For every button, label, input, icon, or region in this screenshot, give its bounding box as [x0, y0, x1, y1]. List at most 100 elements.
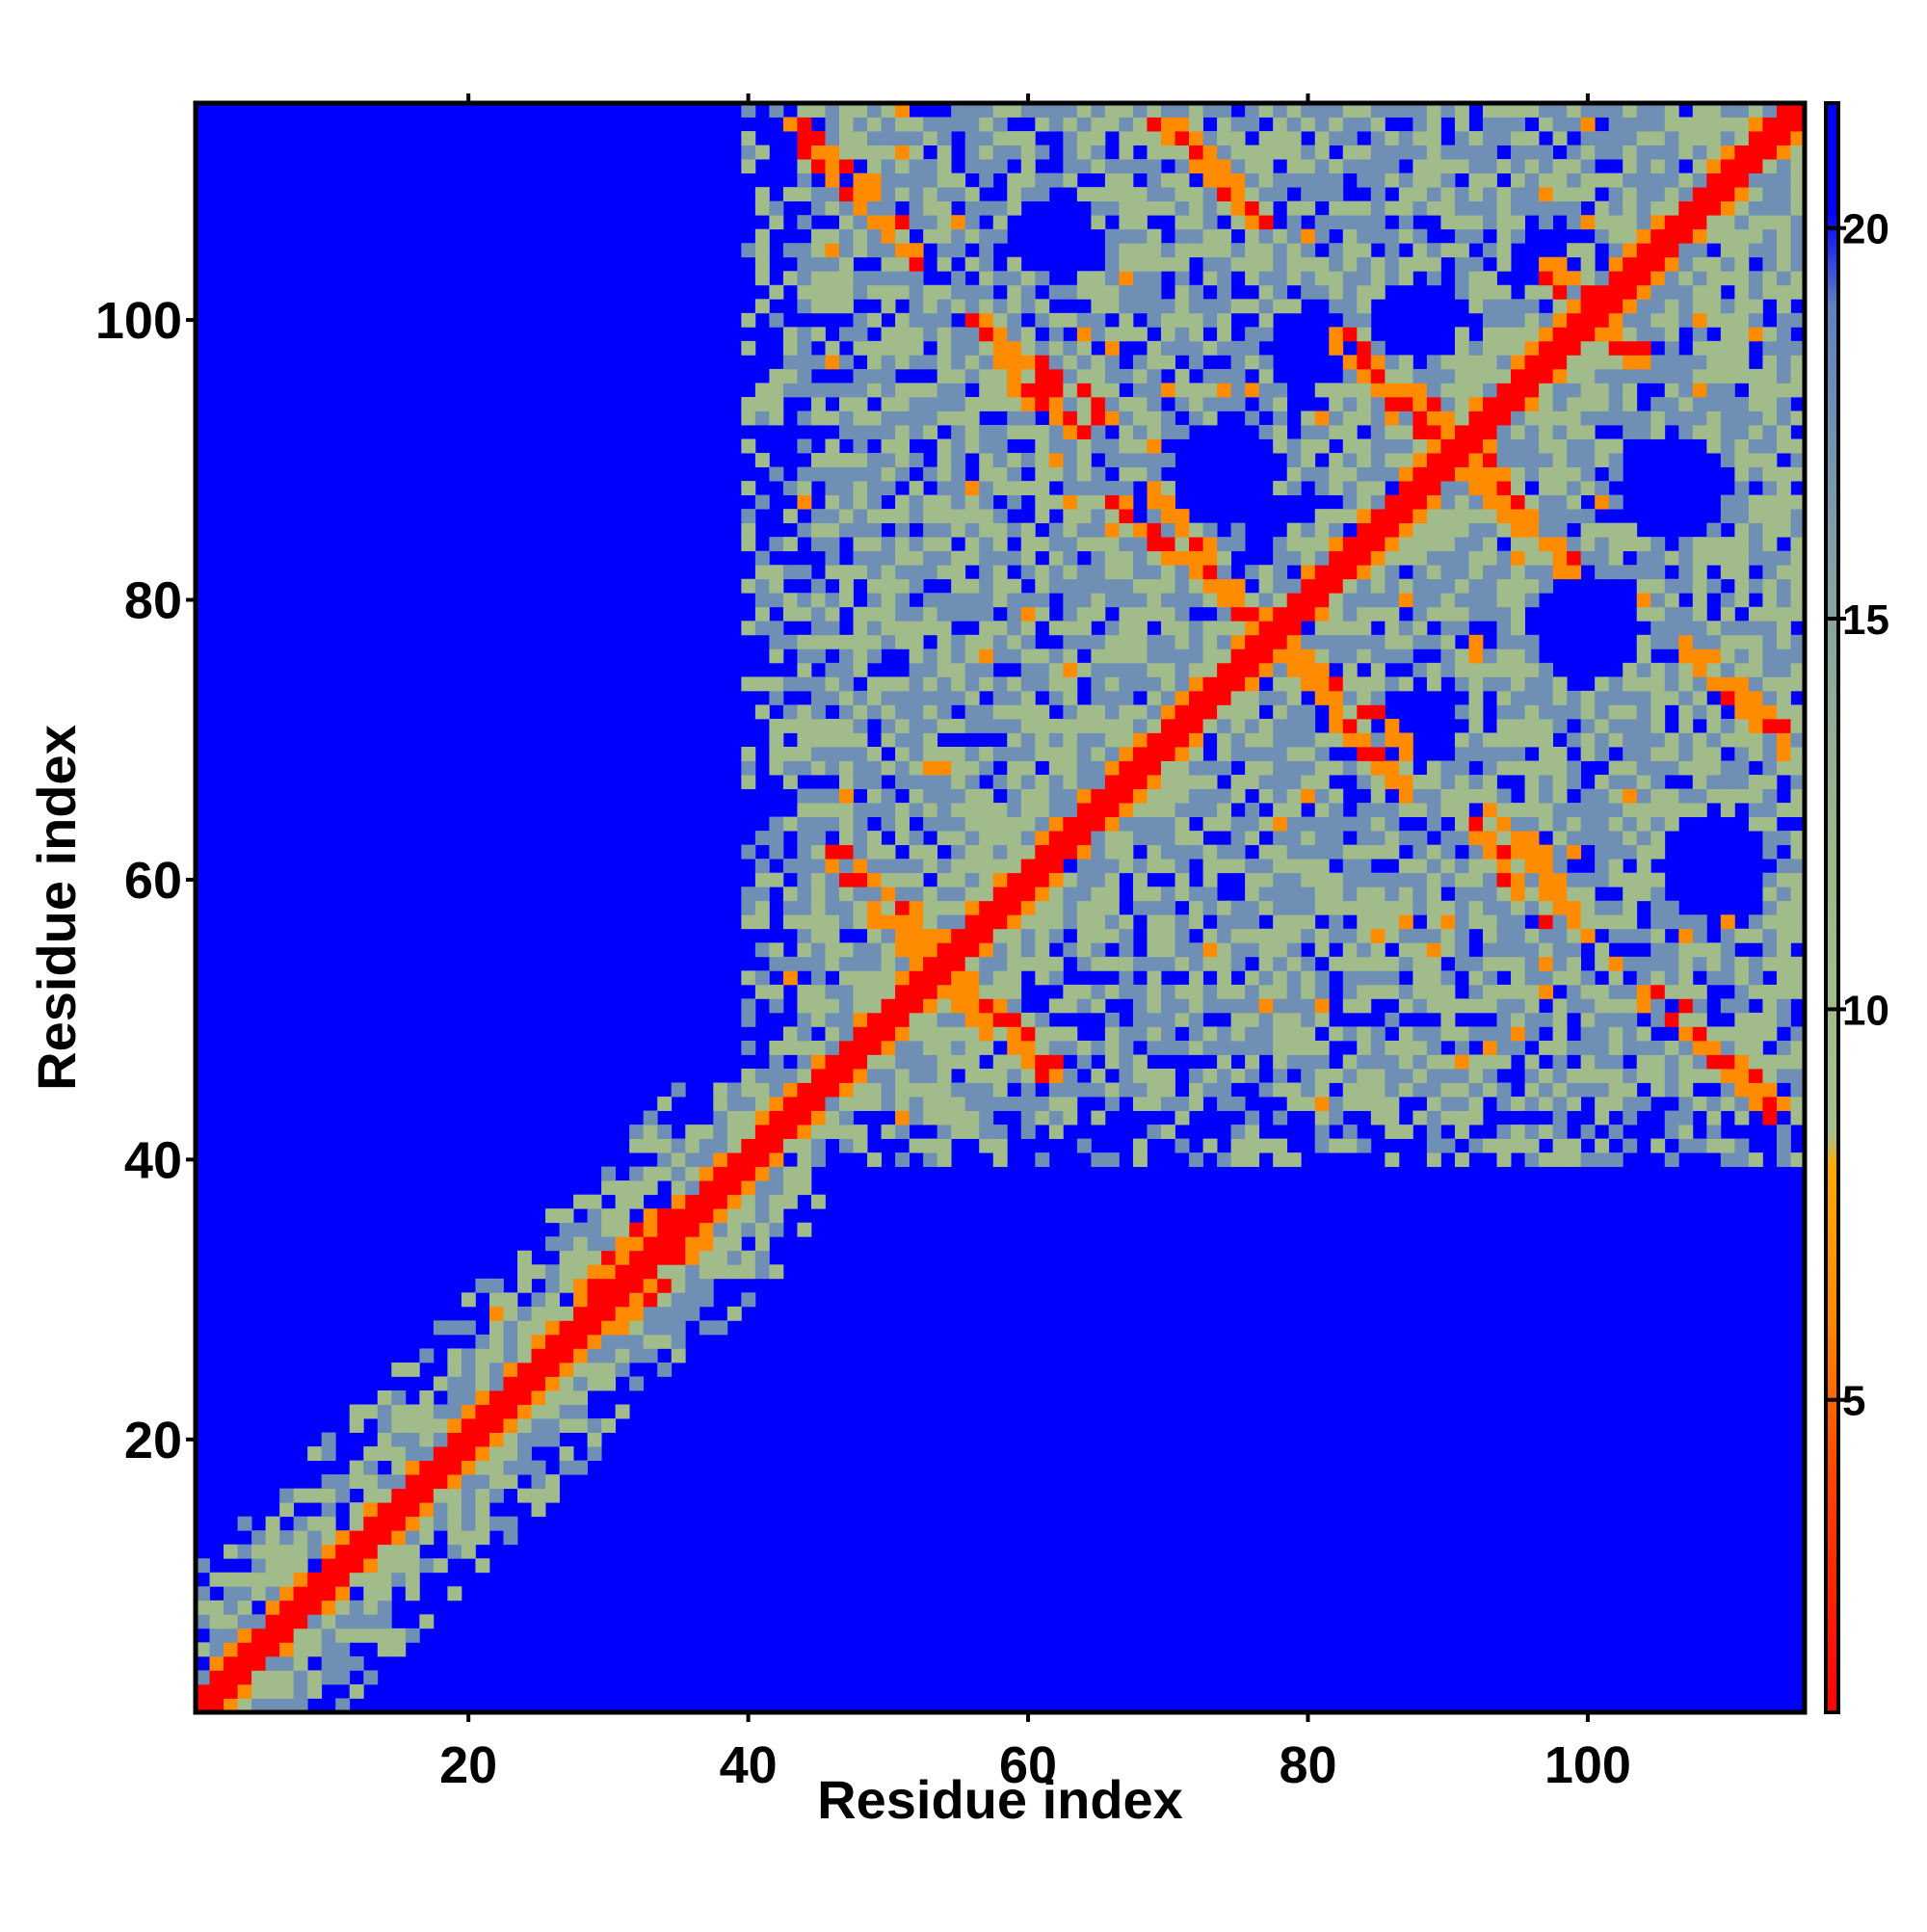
heatmap-cell: [1286, 159, 1302, 174]
heatmap-cell: [1189, 284, 1203, 300]
heatmap-cell: [825, 887, 840, 902]
heatmap-cell: [951, 844, 966, 860]
heatmap-cell: [1063, 550, 1078, 566]
heatmap-cell: [1636, 704, 1651, 720]
heatmap-cell: [1329, 872, 1344, 887]
heatmap-cell: [1245, 621, 1260, 636]
heatmap-cell: [1524, 634, 1540, 649]
heatmap-cell: [923, 887, 938, 902]
heatmap-cell: [1511, 340, 1525, 356]
heatmap-cell: [321, 1614, 336, 1629]
heatmap-cell: [1007, 355, 1022, 370]
heatmap-cell: [782, 1026, 798, 1042]
heatmap-cell: [1217, 103, 1232, 118]
heatmap-cell: [447, 1586, 462, 1601]
heatmap-cell: [937, 816, 952, 832]
heatmap-cell: [1539, 942, 1554, 958]
heatmap-cell: [545, 1488, 560, 1503]
heatmap-cell: [601, 1418, 617, 1433]
heatmap-cell: [923, 1082, 938, 1098]
heatmap-cell: [909, 271, 924, 286]
heatmap-cell: [909, 550, 924, 566]
heatmap-cell: [685, 1306, 700, 1321]
heatmap-cell: [909, 718, 924, 733]
heatmap-cell: [825, 494, 840, 510]
heatmap-cell: [1636, 327, 1651, 342]
heatmap-cell: [1748, 1082, 1763, 1098]
heatmap-cell: [1511, 453, 1525, 467]
heatmap-cell: [1258, 621, 1274, 636]
heatmap-cell: [1580, 803, 1596, 818]
heatmap-cell: [1678, 368, 1694, 384]
heatmap-cell: [1580, 1152, 1596, 1168]
heatmap-cell: [629, 1264, 645, 1280]
heatmap-cell: [1608, 228, 1623, 244]
heatmap-cell: [531, 1404, 546, 1419]
heatmap-cell: [1063, 383, 1078, 398]
heatmap-cell: [1175, 872, 1190, 887]
heatmap-cell: [1678, 662, 1694, 677]
heatmap-cell: [1119, 425, 1134, 439]
heatmap-cell: [1076, 438, 1092, 454]
heatmap-cell: [1636, 606, 1651, 622]
heatmap-cell: [1650, 803, 1666, 818]
heatmap-cell: [475, 1376, 490, 1391]
heatmap-cell: [307, 1642, 323, 1657]
heatmap-cell: [1440, 494, 1456, 510]
heatmap-cell: [1720, 1082, 1735, 1098]
heatmap-cell: [1623, 340, 1638, 356]
heatmap-cell: [1720, 565, 1735, 580]
heatmap-cell: [1076, 621, 1092, 636]
heatmap-cell: [1539, 900, 1554, 915]
heatmap-cell: [321, 1642, 336, 1657]
heatmap-cell: [1370, 872, 1386, 887]
heatmap-cell: [1048, 1125, 1064, 1140]
heatmap-cell: [1524, 383, 1540, 398]
heatmap-cell: [741, 1180, 756, 1196]
heatmap-cell: [1580, 928, 1596, 943]
heatmap-cell: [923, 844, 938, 860]
heatmap-cell: [1636, 718, 1651, 733]
heatmap-cell: [951, 606, 966, 622]
heatmap-cell: [1748, 1040, 1763, 1055]
heatmap-cell: [951, 522, 966, 538]
heatmap-cell: [754, 984, 770, 999]
heatmap-cell: [1483, 550, 1497, 566]
heatmap-cell: [1161, 327, 1175, 342]
heatmap-cell: [1678, 200, 1694, 216]
heatmap-cell: [1286, 887, 1302, 902]
heatmap-cell: [1720, 228, 1735, 244]
heatmap-cell: [1020, 775, 1036, 789]
heatmap-cell: [1314, 410, 1330, 426]
heatmap-cell: [1273, 243, 1288, 258]
heatmap-cell: [433, 1502, 448, 1518]
heatmap-cell: [1007, 648, 1022, 664]
heatmap-cell: [1706, 704, 1722, 720]
heatmap-cell: [488, 1348, 504, 1363]
heatmap-cell: [1454, 887, 1469, 902]
heatmap-cell: [1454, 410, 1469, 426]
heatmap-cell: [1511, 522, 1525, 538]
heatmap-cell: [1175, 131, 1190, 146]
heatmap-cell: [769, 1054, 784, 1070]
heatmap-cell: [1370, 1040, 1386, 1055]
heatmap-cell: [909, 844, 924, 860]
heatmap-cell: [1595, 396, 1610, 411]
heatmap-cell: [1580, 1125, 1596, 1140]
heatmap-cell: [1692, 578, 1707, 594]
heatmap-cell: [1580, 1069, 1596, 1083]
heatmap-cell: [1426, 172, 1441, 188]
heatmap-cell: [1496, 1138, 1512, 1153]
heatmap-cell: [1063, 355, 1078, 370]
heatmap-cell: [810, 803, 826, 818]
heatmap-cell: [979, 1069, 994, 1083]
heatmap-cell: [754, 200, 770, 216]
heatmap-cell: [405, 1362, 420, 1377]
heatmap-cell: [1357, 887, 1372, 902]
heatmap-cell: [615, 1320, 630, 1336]
heatmap-cell: [909, 872, 924, 887]
heatmap-cell: [1692, 998, 1707, 1014]
heatmap-cell: [1552, 956, 1568, 971]
heatmap-cell: [1020, 481, 1036, 496]
heatmap-cell: [517, 1446, 532, 1462]
